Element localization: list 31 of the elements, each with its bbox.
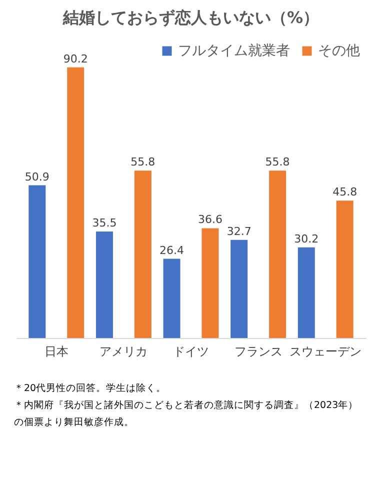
- bar: [134, 170, 152, 338]
- data-label: 90.2: [63, 52, 88, 66]
- data-label: 45.8: [332, 186, 358, 199]
- bar: [202, 228, 219, 338]
- bar: [336, 200, 354, 338]
- bar: [67, 67, 84, 338]
- bar: [163, 258, 180, 338]
- text: の個票より舞田敏彦作成。: [14, 416, 134, 428]
- x-tick-label: 日本: [44, 344, 68, 358]
- data-label: 36.6: [198, 213, 222, 226]
- bar: [298, 247, 315, 338]
- legend-label: その他: [318, 43, 360, 59]
- bar: [230, 240, 248, 338]
- x-tick-label: スウェーデン: [290, 344, 362, 358]
- x-tick-label: ドイツ: [173, 344, 209, 358]
- bar: [269, 170, 286, 338]
- x-tick-label: フランス: [234, 344, 282, 358]
- data-label: 35.5: [92, 216, 117, 230]
- text: ＊内閣府『我が国と諸外国のこどもと若者の意識に関する調査』（2023年）: [14, 399, 358, 411]
- data-label: 26.4: [160, 244, 184, 257]
- bar: [28, 185, 46, 338]
- data-label: 32.7: [226, 224, 252, 238]
- text: ＊20代男性の回答。学生は除く。: [14, 382, 166, 394]
- legend-label: フルタイム就業者: [178, 43, 290, 59]
- chart-title: 結婚しておらず恋人もいない（%）: [62, 8, 320, 27]
- data-label: 55.8: [265, 156, 290, 169]
- data-label: 30.2: [294, 232, 319, 246]
- x-tick-label: アメリカ: [100, 344, 148, 358]
- bar: [96, 232, 113, 338]
- data-label: 55.8: [130, 156, 156, 169]
- data-label: 50.9: [24, 170, 50, 184]
